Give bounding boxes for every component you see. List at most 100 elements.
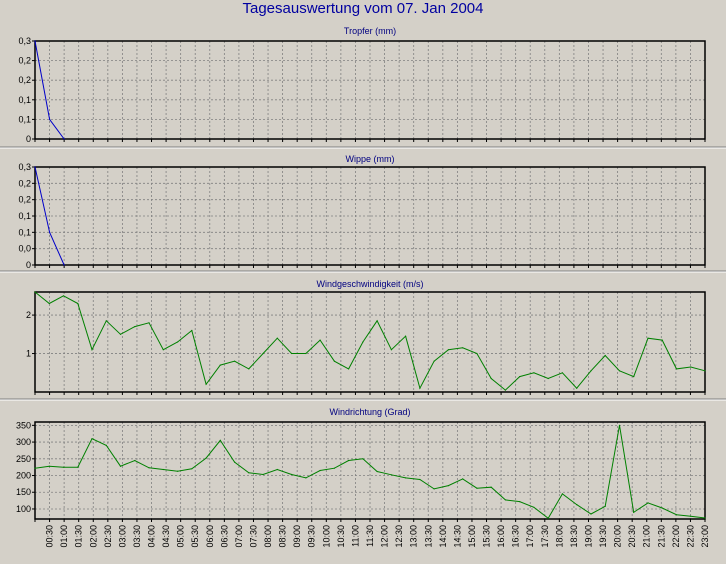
data-point [447,349,449,351]
y-tick-label: 200 [16,471,31,481]
x-tick-label: 20:00 [613,525,623,548]
series-line-4 [34,425,706,520]
x-tick-label: 05:30 [190,525,200,548]
x-tick-label: 12:30 [394,525,404,548]
x-tick-label: 10:00 [321,525,331,548]
data-point [405,335,407,337]
plot-frame-1 [34,40,706,140]
data-point [519,376,521,378]
y-tick-label: 100 [16,504,31,514]
data-point [49,231,51,233]
data-point [48,302,50,305]
data-point [63,138,65,140]
panel-title-2: Wippe (mm) [346,154,395,164]
data-point [291,473,293,476]
data-point [34,291,36,293]
x-tick-label: 22:30 [685,525,695,548]
x-tick-label: 14:00 [438,525,448,548]
data-point [675,368,678,370]
data-point [63,264,65,266]
data-point [148,322,150,324]
data-point [91,438,93,440]
data-point [348,368,350,370]
data-point [248,368,250,370]
x-tick-label: 08:00 [263,525,273,548]
x-tick-label: 04:30 [161,525,171,548]
data-point [647,502,649,504]
data-point [262,473,264,476]
x-tick-label: 07:00 [234,525,244,548]
data-point [48,465,50,467]
data-point [91,349,93,351]
x-tick-label: 18:30 [569,525,579,548]
data-point [34,40,36,42]
x-tick-label: 18:00 [554,525,564,548]
panel-title-3: Windgeschwindigkeit (m/s) [316,279,423,289]
panel-title-1: Tropfer (mm) [344,26,396,36]
data-point [248,472,250,474]
data-point [547,517,549,519]
data-point [704,517,706,519]
x-tick-label: 09:30 [307,525,317,548]
data-point [333,360,335,362]
x-tick-label: 03:00 [117,525,127,548]
data-point [490,486,492,488]
data-point [704,370,706,372]
y-tick-label: 0 [26,134,31,144]
data-point [633,511,635,513]
data-point [490,377,492,380]
x-tick-label: 03:30 [132,525,142,548]
data-point [305,477,307,479]
data-point [291,352,293,355]
data-point [105,320,107,322]
data-point [205,383,207,385]
y-tick-label: 300 [16,437,31,447]
x-tick-label: 19:30 [598,525,608,548]
x-tick-label: 13:30 [423,525,433,548]
data-point [590,513,592,515]
x-tick-label: 01:00 [59,525,69,548]
data-point [177,470,179,472]
x-tick-label: 21:30 [656,525,666,548]
data-point [62,466,65,468]
y-tick-label: 2 [26,310,31,320]
data-point [618,424,621,426]
data-point [148,467,150,469]
data-point [305,352,307,355]
data-point [533,506,535,508]
data-point [675,514,678,516]
x-tick-label: 14:30 [452,525,462,548]
x-tick-label: 21:00 [642,525,652,548]
x-tick-label: 23:00 [700,525,710,548]
y-tick-label: 1 [26,349,31,359]
data-point [547,377,549,380]
data-point [476,487,478,489]
x-tick-label: 06:00 [205,525,215,548]
data-point [362,341,364,343]
data-point [376,470,378,473]
y-tick-label: 0,3 [18,162,31,172]
data-point [134,326,136,328]
x-tick-label: 13:00 [409,525,419,548]
x-tick-label: 01:30 [74,525,84,548]
data-point [661,507,663,509]
x-tick-label: 08:30 [278,525,288,548]
x-tick-label: 02:00 [88,525,98,548]
y-tick-label: 0,1 [18,95,31,105]
data-point [405,477,407,479]
data-point [462,347,464,349]
data-point [390,349,392,351]
data-point [205,457,207,459]
x-tick-label: 04:00 [147,525,157,548]
data-point [49,118,51,120]
x-tick-label: 17:30 [540,525,550,548]
data-point [276,468,278,471]
data-point [561,493,564,495]
data-point [34,166,36,168]
data-point [319,339,321,341]
data-point [533,372,535,374]
data-point [234,360,236,362]
data-point [690,366,692,368]
